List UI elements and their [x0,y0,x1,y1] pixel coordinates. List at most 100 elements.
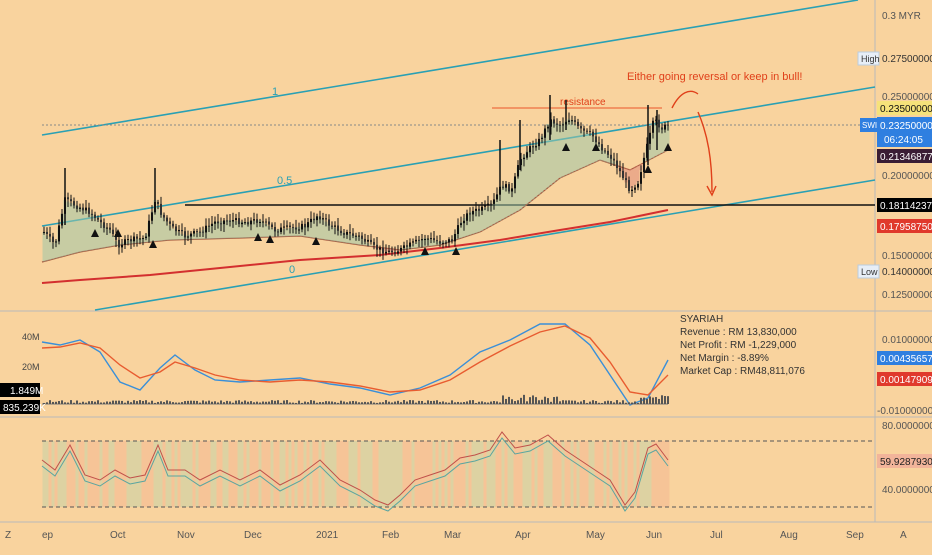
rsi-bg-slice [537,441,541,507]
ribbon-slice [216,221,220,239]
ribbon-slice [495,195,499,223]
candle-body [508,184,510,192]
candle-body [412,241,414,243]
ribbon-slice [330,226,334,241]
volume-bar [643,397,645,404]
rsi-bg-slice [168,441,172,507]
channel-line-1[interactable] [41,0,859,136]
volume-bar [352,400,354,404]
volume-bar [58,401,60,404]
candle-body [535,146,537,148]
rsi-bg-slice [141,441,145,507]
ribbon-slice [597,144,601,161]
rsi-bg-slice [252,441,256,507]
signal-triangle-icon [664,143,672,151]
ribbon-slice [489,205,493,226]
volume-bar [286,400,288,404]
rsi-bg-slice [87,441,91,507]
ribbon-slice [567,118,571,174]
candle-body [544,128,546,138]
volume-bar [127,400,129,404]
volume-bar [418,400,420,404]
ribbon-slice [486,206,490,228]
candle-body [451,239,453,242]
rsi-pane [41,431,875,512]
volume-bar [223,402,225,404]
arrow-up-icon [671,90,699,109]
time-axis[interactable]: Z ep Oct Nov Dec 2021 Feb Mar Apr May Ju… [5,530,907,541]
candle-body [490,203,492,205]
volume-bar [49,400,51,404]
volume-bar [628,402,630,404]
ribbon-slice [630,168,634,188]
rsi-bg-slice [600,441,604,507]
candle-body [88,207,90,214]
candle-body [52,236,54,243]
candle-body [361,235,363,239]
candle-body [385,251,387,254]
rsi-bg-slice [171,441,175,507]
volume-bar [364,401,366,404]
tag-red [877,219,932,233]
candle-body [157,201,159,204]
volume-bar [520,397,522,404]
signal-triangle-icon [562,143,570,151]
channel-line-05[interactable] [41,86,876,227]
candle-body [664,124,666,130]
signal-triangle-icon [421,247,429,255]
time-label: Aug [780,530,798,541]
ribbon-slice [267,226,271,238]
auto-scale-button[interactable]: A [900,530,907,541]
ribbon-slice [213,222,217,239]
volume-bar [373,402,375,404]
candle-body [376,244,378,250]
rsi-bg-slice [318,441,322,507]
rsi-bg-slice [615,441,619,507]
low-label-box [857,264,880,279]
signal-triangle-icon [114,229,122,237]
rsi-bg-slice [462,441,466,507]
rsi-bg-slice [315,441,319,507]
ribbon-slice [606,154,610,163]
ribbon-slice [165,221,169,241]
candle-body [298,229,300,231]
ribbon-slice [207,226,211,239]
time-label: Oct [110,530,126,541]
ribbon-slice [171,228,175,240]
ribbon-slice [543,130,547,190]
ribbon-slice [654,122,658,157]
volume-bar [250,401,252,404]
candle-body [574,120,576,122]
candle-body [211,223,213,226]
channel-line-0[interactable] [94,179,876,311]
rsi-bg-slice [597,441,601,507]
log-toggle-button[interactable]: Z [5,530,11,541]
rsi-bg-slice [561,441,565,507]
candle-body [442,242,444,244]
volume-bar [553,397,555,404]
ribbon-slice [468,212,472,236]
volume-bar [583,400,585,404]
rsi-bg-slice [81,441,85,507]
vol-tag-value: 1.849M [10,386,43,397]
rsi-bg-slice [519,441,523,507]
fib-label-05: 0.5 [277,175,292,187]
volume-bar [112,400,114,404]
candle-body [178,229,180,232]
price-axis[interactable]: 0.3 MYR 0.25000000 0.20000000 0.15000000… [857,11,932,496]
signal-triangle-icon [266,235,274,243]
candle-body [223,220,225,225]
candle-body [340,230,342,234]
rsi-bg-slice [219,441,223,507]
ribbon-slice [54,240,58,259]
rsi-bg-slice [396,441,400,507]
rsi-bg-slice [201,441,205,507]
rsi-bg-slice [159,441,163,507]
candle-body [250,220,252,225]
rsi-bg-slice [375,441,379,507]
volume-bar [85,402,87,404]
candle-body [649,132,651,144]
candle-body [379,247,381,250]
ribbon-slice [246,221,250,238]
